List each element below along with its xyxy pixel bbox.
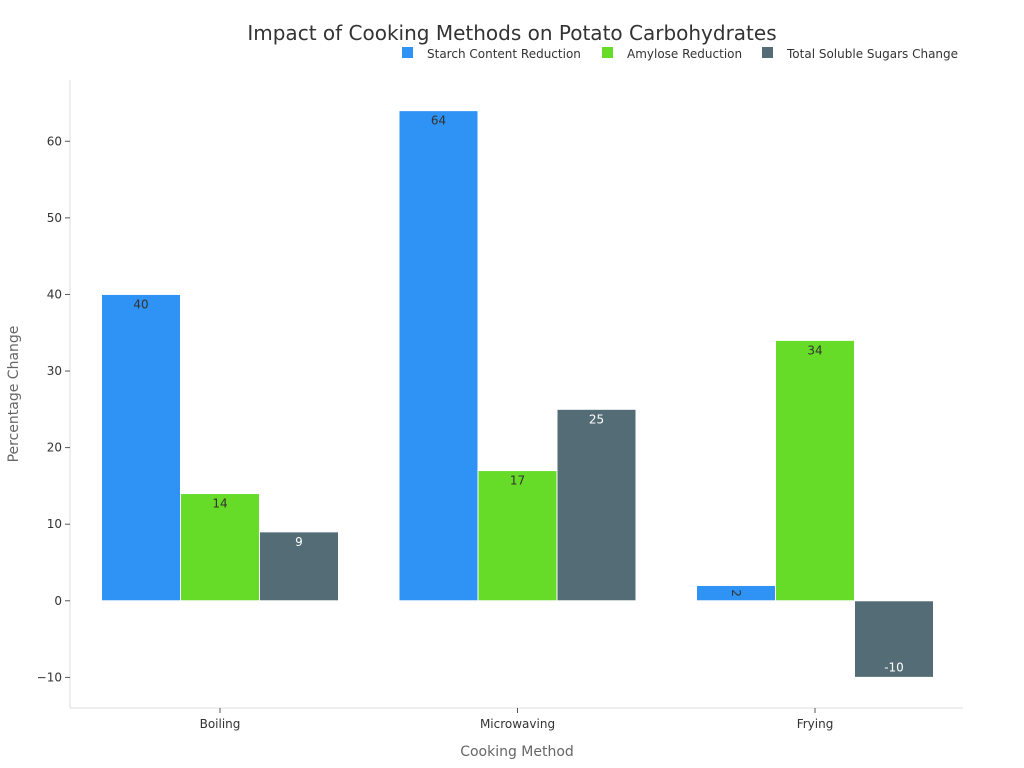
bar [180,493,260,602]
data-label: 40 [133,297,148,311]
y-tick-label: 50 [47,211,62,225]
x-axis-label: Cooking Method [460,744,574,760]
y-tick-label: 10 [47,517,62,531]
bar [556,408,637,602]
y-tick-label: 20 [47,441,62,455]
legend-swatch [402,47,413,58]
x-tick-label: Microwaving [480,717,555,731]
legend: Starch Content Reduction Amylose Reductio… [402,47,958,61]
x-tick-label: Boiling [200,717,241,731]
data-label: -10 [884,660,904,674]
legend-label: Starch Content Reduction [427,47,581,61]
y-tick-label: 30 [47,364,62,378]
data-label: 25 [589,412,604,426]
legend-label: Total Soluble Sugars Change [786,47,958,61]
y-tick-label: 40 [47,287,62,301]
bar [854,600,934,678]
bar [477,470,558,602]
data-label: 2 [729,589,743,597]
bar [775,339,855,602]
data-label: 9 [295,535,303,549]
legend-label: Amylose Reduction [627,47,742,61]
bar [101,293,181,602]
x-tick-label: Frying [797,717,834,731]
bars: 40 14 9 64 17 25 2 34 -10 [101,110,934,678]
chart-title: Impact of Cooking Methods on Potato Carb… [247,21,776,45]
data-label: 14 [212,497,227,511]
y-tick-label: 60 [47,134,62,148]
legend-swatch [602,47,613,58]
axes: −10 0 10 20 30 40 50 60 Boiling Microwaving Frying [37,80,963,731]
data-label: 64 [431,114,446,128]
legend-swatch [762,47,773,58]
y-tick-label: −10 [37,670,62,684]
data-label: 34 [807,343,822,357]
y-axis-label: Percentage Change [6,326,22,463]
data-label: 17 [510,474,525,488]
y-tick-label: 0 [54,594,62,608]
bar [259,531,339,602]
bar [398,110,479,602]
